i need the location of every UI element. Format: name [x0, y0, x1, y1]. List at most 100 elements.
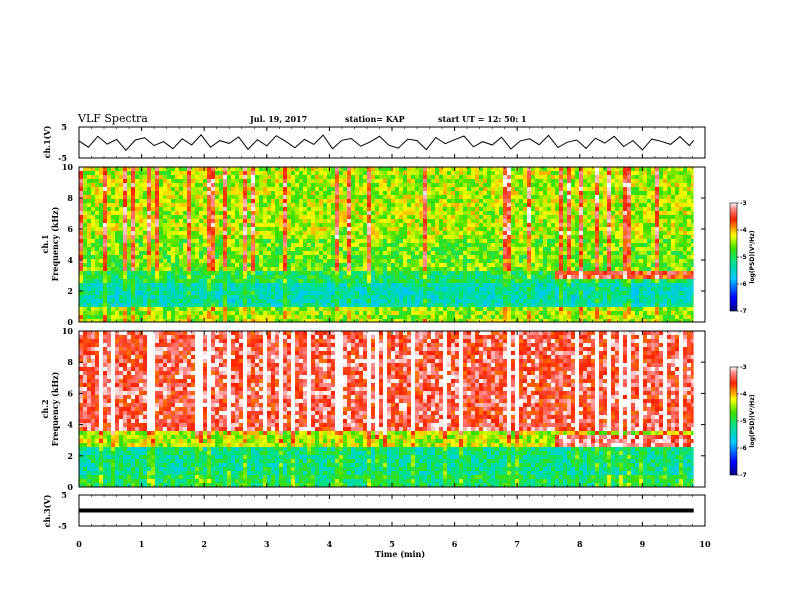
spectrogram-cell	[143, 231, 147, 235]
spectrogram-cell	[367, 243, 371, 247]
spectrogram-cell	[551, 267, 555, 271]
spectrogram-cell	[575, 195, 579, 199]
spectrogram-cell	[391, 171, 395, 175]
spectrogram-cell	[571, 275, 575, 279]
spectrogram-cell	[235, 267, 239, 271]
spectrogram-cell	[355, 223, 359, 227]
spectrogram-cell	[387, 243, 391, 247]
spectrogram-cell	[291, 167, 295, 171]
spectrogram-cell	[331, 219, 335, 223]
spectrogram-cell	[539, 207, 543, 211]
spectrogram-cell	[351, 215, 355, 219]
spectrogram-cell	[259, 207, 263, 211]
spectrogram-cell	[439, 175, 443, 179]
spectrogram-cell	[471, 219, 475, 223]
spectrogram-cell	[235, 171, 239, 175]
spectrogram-cell	[411, 215, 415, 219]
spectrogram-cell	[115, 231, 119, 235]
spectrogram-cell	[207, 231, 211, 235]
spectrogram-cell	[327, 275, 331, 279]
spectrogram-cell	[243, 259, 247, 263]
spectrogram-cell	[467, 279, 471, 283]
spectrogram-cell	[207, 267, 211, 271]
spectrogram-cell	[99, 251, 103, 255]
spectrogram-cell	[255, 315, 259, 319]
spectrogram-cell	[371, 179, 375, 183]
spectrogram-cell	[483, 311, 487, 315]
spectrogram-cell	[351, 315, 355, 319]
spectrogram-cell	[235, 195, 239, 199]
spectrogram-cell	[471, 259, 475, 263]
spectrogram-cell	[563, 171, 567, 175]
spectrogram-cell	[347, 191, 351, 195]
spectrogram-cell	[195, 167, 199, 171]
spectrogram-cell	[547, 203, 551, 207]
spectrogram-cell	[339, 227, 343, 231]
spectrogram-cell	[83, 203, 87, 207]
spectrogram-cell	[459, 295, 463, 299]
spectrogram-cell	[571, 247, 575, 251]
spectrogram-cell	[531, 295, 535, 299]
spectrogram-cell	[375, 255, 379, 259]
spectrogram-cell	[215, 187, 219, 191]
spectrogram-cell	[275, 239, 279, 243]
spectrogram-cell	[363, 183, 367, 187]
spectrogram-cell	[319, 255, 323, 259]
spectrogram-cell	[551, 299, 555, 303]
spectrogram-cell	[383, 315, 387, 319]
spectrogram-cell	[555, 215, 559, 219]
spectrogram-cell	[503, 167, 507, 171]
spectrogram-cell	[447, 239, 451, 243]
spectrogram-cell	[215, 271, 219, 275]
spectrogram-cell	[435, 235, 439, 239]
spectrogram-cell	[379, 311, 383, 315]
spectrogram-cell	[363, 299, 367, 303]
spectrogram-cell	[527, 175, 531, 179]
spectrogram-cell	[443, 215, 447, 219]
spectrogram-cell	[427, 295, 431, 299]
spectrogram-cell	[523, 175, 527, 179]
spectrogram-cell	[231, 255, 235, 259]
spectrogram-cell	[303, 287, 307, 291]
spectrogram-cell	[563, 291, 567, 295]
spectrogram-cell	[119, 311, 123, 315]
spectrogram-cell	[491, 283, 495, 287]
spectrogram-cell	[523, 251, 527, 255]
spectrogram-cell	[259, 283, 263, 287]
spectrogram-cell	[99, 307, 103, 311]
spectrogram-cell	[383, 191, 387, 195]
spectrogram-cell	[287, 275, 291, 279]
spectrogram-cell	[415, 183, 419, 187]
spectrogram-cell	[91, 283, 95, 287]
spectrogram-cell	[227, 191, 231, 195]
spectrogram-cell	[439, 303, 443, 307]
spectrogram-cell	[251, 315, 255, 319]
spectrogram-cell	[535, 275, 539, 279]
spectrogram-cell	[115, 267, 119, 271]
spectrogram-cell	[443, 319, 447, 322]
spectrogram-cell	[427, 255, 431, 259]
spectrogram-cell	[415, 291, 419, 295]
spectrogram-cell	[455, 319, 459, 322]
spectrogram-cell	[419, 223, 423, 227]
spectrogram-cell	[115, 247, 119, 251]
spectrogram-cell	[195, 171, 199, 175]
spectrogram-cell	[131, 243, 135, 247]
spectrogram-cell	[239, 211, 243, 215]
spectrogram-cell	[415, 175, 419, 179]
spectrogram-cell	[479, 263, 483, 267]
spectrogram-cell	[491, 207, 495, 211]
spectrogram-cell	[199, 279, 203, 283]
spectrogram-cell	[415, 259, 419, 263]
spectrogram-cell	[503, 275, 507, 279]
spectrogram-cell	[451, 171, 455, 175]
spectrogram-cell	[463, 299, 467, 303]
spectrogram-cell	[263, 251, 267, 255]
spectrogram-cell	[447, 219, 451, 223]
spectrogram-cell	[451, 223, 455, 227]
spectrogram-cell	[239, 179, 243, 183]
spectrogram-cell	[511, 175, 515, 179]
spectrogram-cell	[339, 219, 343, 223]
spectrogram-cell	[419, 291, 423, 295]
spectrogram-cell	[483, 263, 487, 267]
